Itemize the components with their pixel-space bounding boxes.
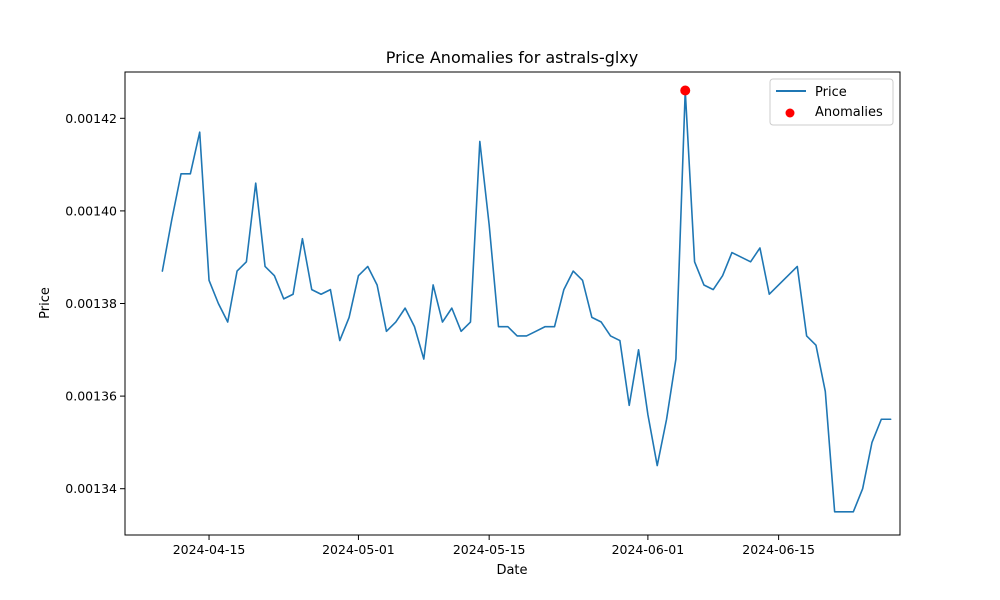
plot-area: 2024-04-15 2024-05-01 2024-05-15 2024-06-01… xyxy=(65,71,901,557)
x-tick-label: 2024-05-15 xyxy=(453,542,526,557)
y-tick-label: 0.00134 xyxy=(65,481,117,496)
chart-title: Price Anomalies for astrals-glxy xyxy=(386,48,639,67)
x-tick-label: 2024-06-01 xyxy=(612,542,685,557)
legend-anomalies-swatch xyxy=(785,108,795,118)
x-axis-ticks: 2024-04-15 2024-05-01 2024-05-15 2024-06-01… xyxy=(173,535,815,557)
anomaly-points xyxy=(680,85,691,96)
legend: Price Anomalies xyxy=(769,78,894,126)
y-tick-label: 0.00142 xyxy=(65,111,117,126)
axes-frame xyxy=(124,71,901,536)
y-axis-label: Price xyxy=(38,287,53,319)
legend-label-anomalies: Anomalies xyxy=(815,105,883,120)
x-tick-label: 2024-04-15 xyxy=(173,542,246,557)
y-tick-label: 0.00138 xyxy=(65,296,117,311)
x-tick-label: 2024-06-15 xyxy=(742,542,815,557)
y-tick-label: 0.00140 xyxy=(65,203,117,218)
y-axis-ticks: 0.00134 0.00136 0.00138 0.00140 0.00142 xyxy=(65,111,125,496)
x-tick-label: 2024-05-01 xyxy=(322,542,395,557)
x-axis-label: Date xyxy=(496,563,527,578)
anomaly-point xyxy=(680,85,691,96)
legend-label-price: Price xyxy=(815,85,847,100)
y-tick-label: 0.00136 xyxy=(65,389,117,404)
price-series-line xyxy=(161,89,892,513)
